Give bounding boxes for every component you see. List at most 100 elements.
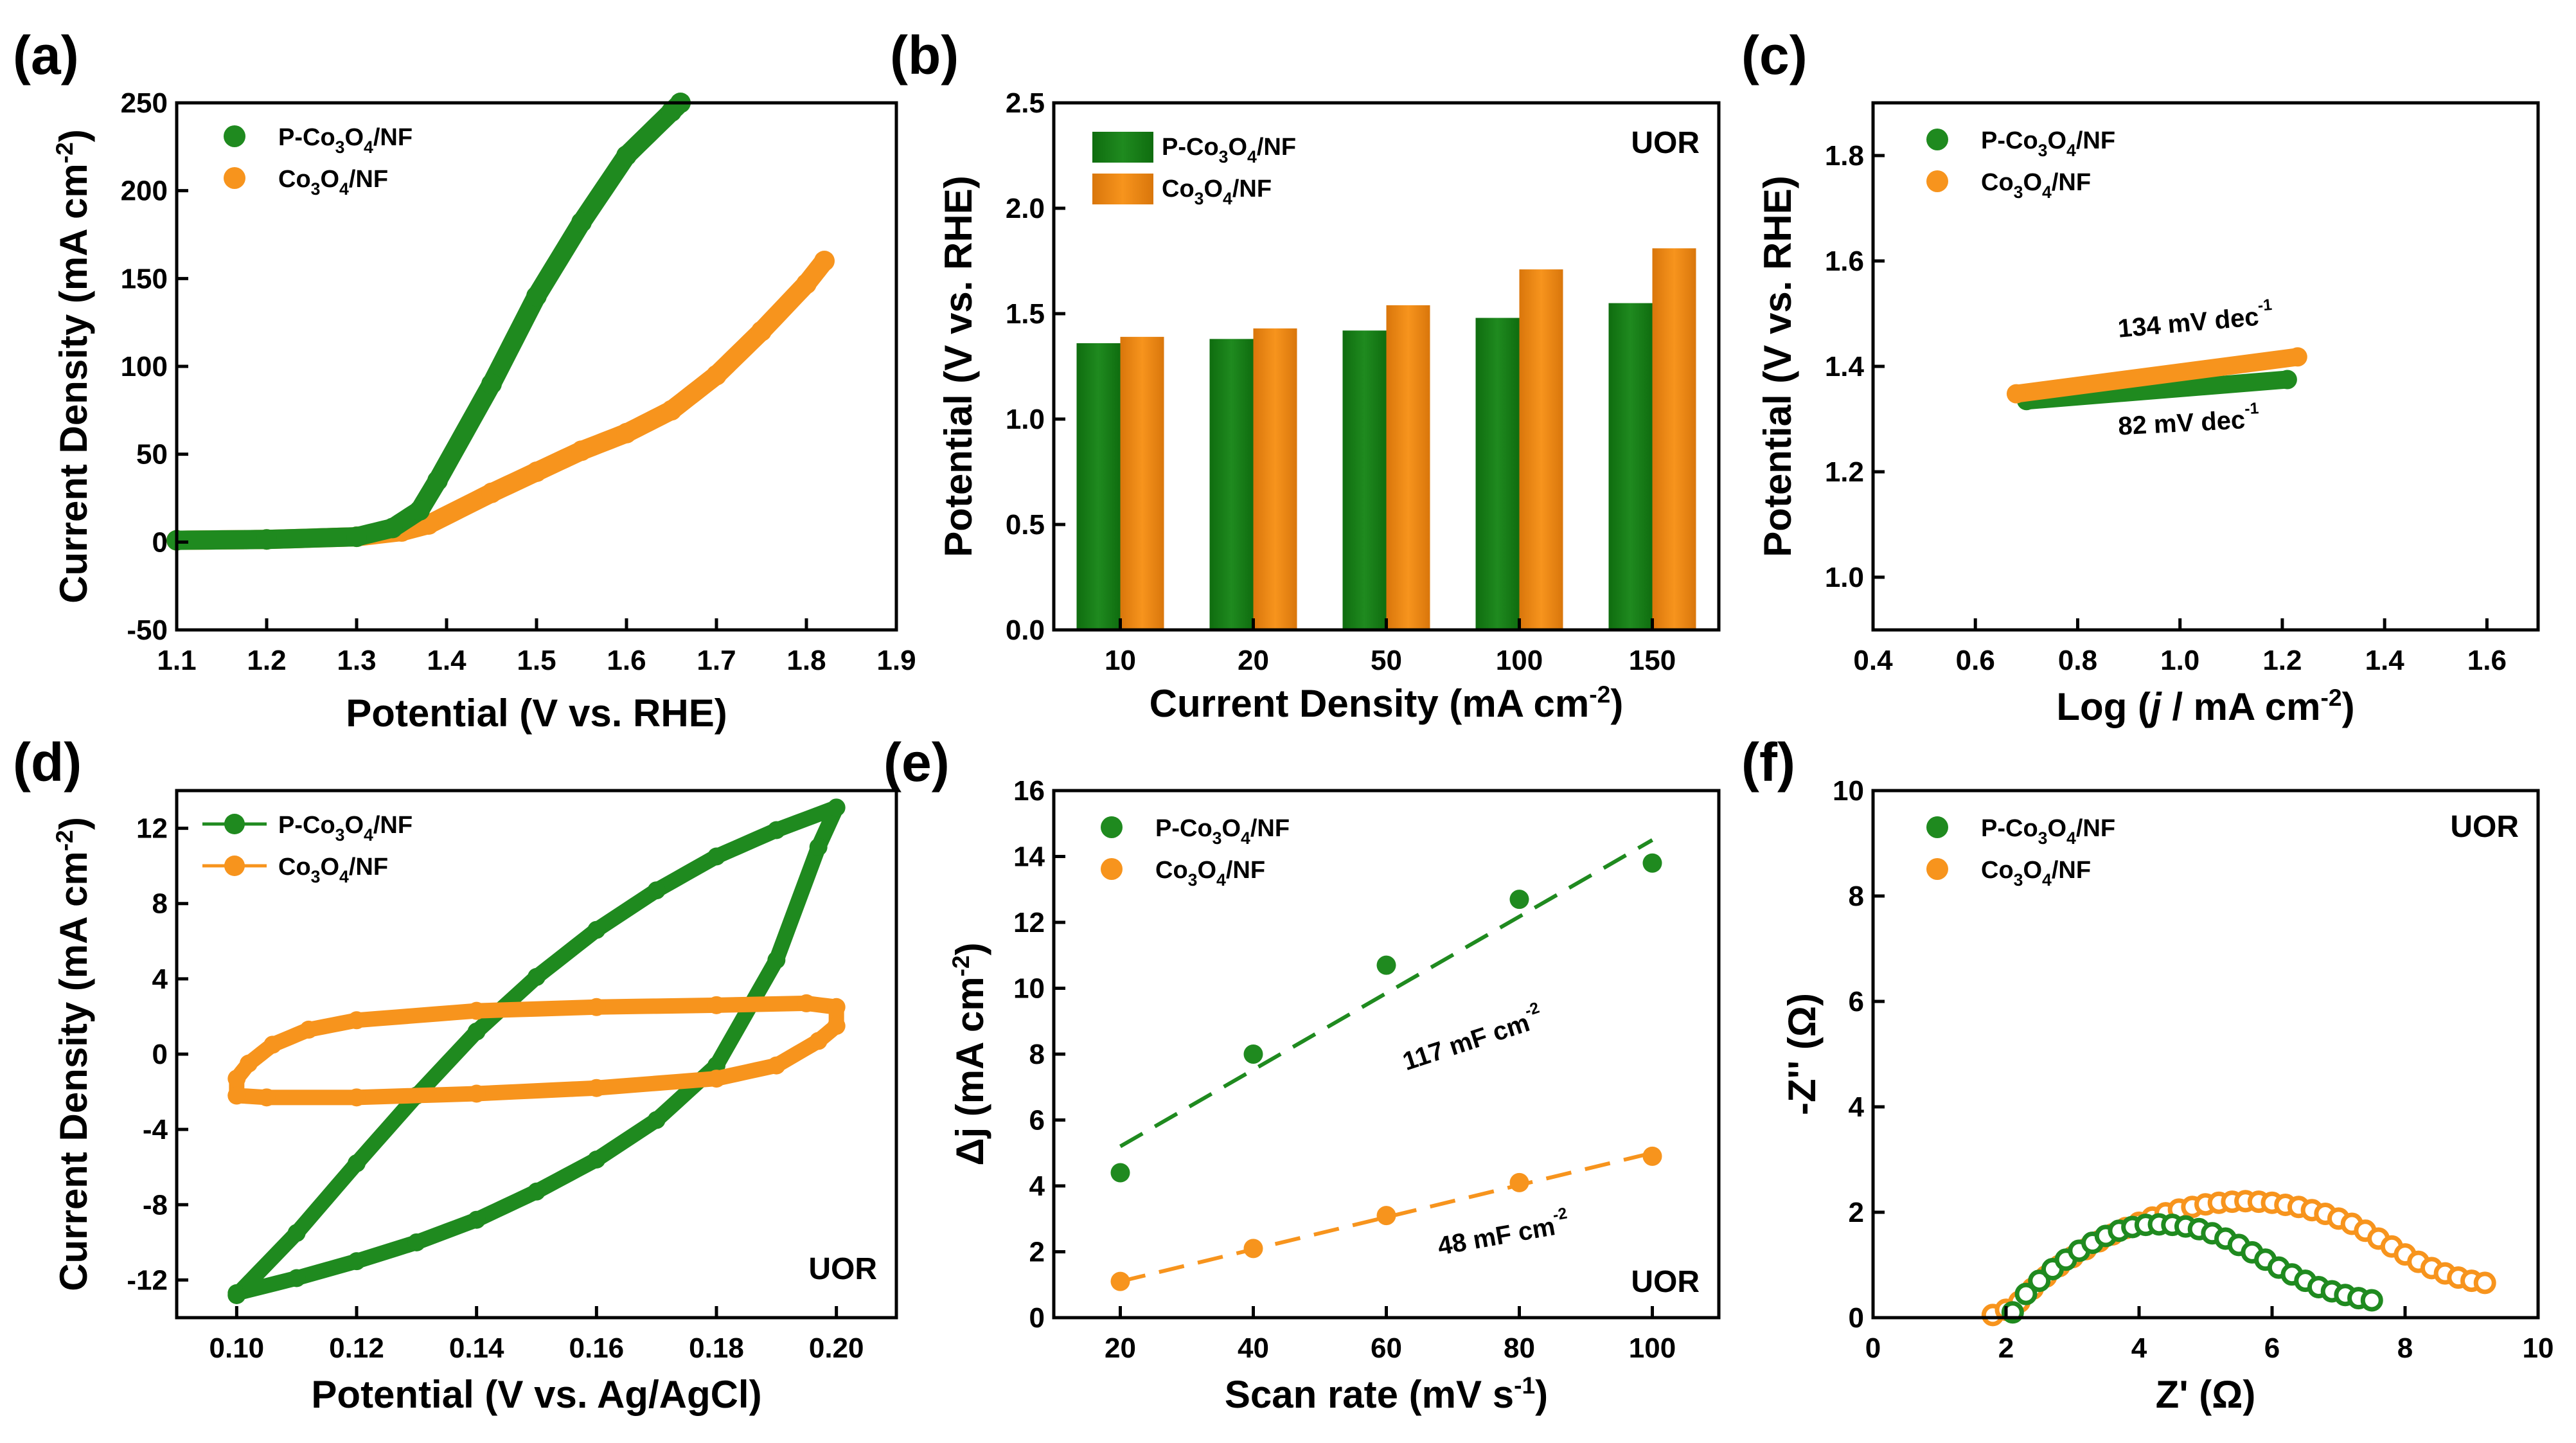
x-tick-label: 1.6	[2467, 645, 2507, 676]
data-point	[2278, 370, 2297, 390]
series-1	[1111, 1147, 1662, 1291]
x-tick-label: 40	[1238, 1332, 1269, 1364]
y-tick-label: 4	[1849, 1091, 1865, 1123]
panel-c: (c)134 mV dec-182 mV dec-11.01.21.41.61.…	[1741, 25, 2538, 728]
x-tick-label: 0.6	[1956, 645, 1995, 676]
label-part: )	[948, 942, 991, 955]
data-point	[468, 1023, 486, 1041]
label-part: 4	[339, 179, 349, 199]
data-point	[468, 1002, 486, 1020]
label-part: 4	[339, 867, 349, 886]
label-part: O	[344, 124, 364, 151]
slope-annotation: 48 mF cm-2	[1435, 1205, 1571, 1260]
label-part: )	[52, 817, 95, 830]
label-part: /NF	[1226, 857, 1265, 884]
data-point	[571, 440, 592, 461]
panel-label: (d)	[13, 732, 82, 793]
label-part: 3	[2038, 141, 2048, 160]
label-part: 3	[2014, 183, 2023, 202]
y-tick-label: 0	[152, 526, 168, 558]
y-tick-label: -12	[127, 1264, 168, 1296]
y-axis-label: Δj (mA cm-2)	[947, 942, 991, 1165]
data-point	[1111, 1163, 1130, 1183]
x-tick-label: 100	[1629, 1332, 1676, 1364]
legend-label: Co3O4/NF	[1981, 857, 2091, 890]
uor-annotation: UOR	[2450, 810, 2519, 844]
data-point	[810, 838, 828, 856]
label-part: -2	[947, 955, 974, 976]
label-part: O	[320, 166, 339, 193]
y-tick-label: 150	[121, 263, 168, 294]
label-part: )	[52, 129, 95, 142]
x-tick-label: 0.12	[329, 1332, 384, 1364]
y-tick-label: 0	[1029, 1302, 1045, 1334]
label-part: O	[2023, 169, 2042, 196]
label-part: )	[2342, 685, 2355, 728]
data-point	[526, 286, 547, 307]
label-part: Co	[1155, 857, 1188, 884]
series-line	[236, 807, 836, 1295]
data-point	[587, 998, 605, 1016]
y-tick-label: 50	[136, 439, 168, 471]
data-point	[263, 1035, 281, 1053]
x-axis-label: Log (j / mA cm-2)	[2056, 684, 2354, 728]
label-part: 3	[1195, 189, 1204, 208]
y-tick-label: 1.0	[1825, 562, 1864, 593]
panel-b: (b) 10 20 50 100 150 0.0 0.5 1.0 1.5 2.0 2.5 Potenti…	[890, 25, 1719, 725]
panel-label: (f)	[1741, 732, 1795, 793]
x-tick-label: 20	[1238, 645, 1269, 676]
label-part: 117 mF cm	[1399, 1008, 1533, 1076]
uor-annotation: UOR	[1631, 1265, 1700, 1299]
data-point	[616, 145, 637, 166]
label-part: Scan rate (mV s	[1225, 1373, 1514, 1416]
label-part: 3	[311, 179, 321, 199]
series-0	[2003, 1215, 2381, 1322]
label-part: Log (	[2056, 685, 2151, 728]
label-part: 3	[1212, 829, 1222, 848]
label-part: /NF	[349, 166, 388, 193]
data-point	[1510, 1173, 1529, 1192]
label-part: O	[2047, 127, 2066, 154]
label-part: -2	[1552, 1205, 1568, 1224]
x-tick-label: 1.7	[697, 645, 736, 676]
y-tick-label: 14	[1013, 841, 1045, 873]
y-tick-label: 1.0	[1006, 404, 1045, 435]
data-point	[288, 1224, 306, 1242]
bar	[1387, 305, 1430, 630]
label-part: 4	[1247, 147, 1257, 166]
label-part: 4	[2066, 829, 2076, 848]
panel-a: (a) -50 0 50 100 150 200 250 1.1 1.2 1.3 1.4 1.5 1.6 1…	[13, 25, 916, 735]
x-tick-label: 1.2	[2262, 645, 2302, 676]
label-part: P-Co	[1981, 815, 2038, 842]
label-part: 3	[335, 138, 345, 157]
x-tick-label: 1.9	[876, 645, 916, 676]
data-point	[481, 483, 502, 503]
data-point	[427, 471, 448, 491]
data-point	[409, 500, 430, 521]
label-part: -2	[51, 142, 78, 163]
label-part: Co	[1162, 175, 1195, 202]
uor-annotation: UOR	[1631, 126, 1700, 160]
label-part: P-Co	[278, 812, 335, 839]
x-tick-label: 10	[2523, 1332, 2554, 1364]
panel-e: (e)117 mF cm-248 mF cm-2024681012141620 4…	[884, 732, 1719, 1416]
legend-label: Co3O4/NF	[1155, 857, 1265, 890]
series-1	[227, 994, 845, 1106]
label-part: 134 mV dec	[2117, 303, 2260, 343]
data-point	[796, 274, 817, 294]
y-tick-label: 6	[1849, 986, 1864, 1017]
label-part: O	[344, 812, 364, 839]
data-point	[648, 1111, 666, 1129]
x-axis-label: Scan rate (mV s-1)	[1225, 1372, 1548, 1416]
data-point	[1244, 1044, 1263, 1064]
panel-label: (b)	[890, 25, 959, 85]
y-tick-label: 1.5	[1006, 298, 1045, 330]
label-part: /NF	[1232, 175, 1272, 202]
legend-label: P-Co3O4/NF	[278, 124, 413, 157]
y-tick-label: 8	[1849, 881, 1864, 912]
data-point	[346, 526, 367, 547]
legend-label: P-Co3O4/NF	[1155, 815, 1290, 848]
legend-marker	[224, 856, 245, 876]
label-part: )	[1535, 1373, 1548, 1416]
label-part: /NF	[2052, 857, 2091, 884]
